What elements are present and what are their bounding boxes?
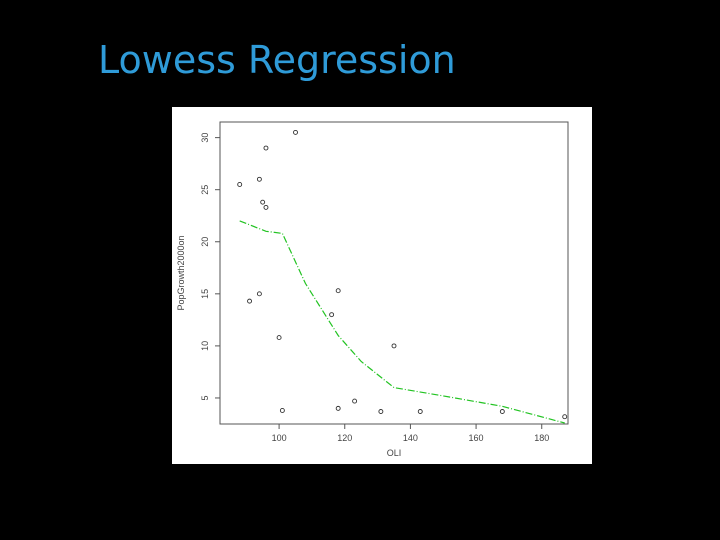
x-tick-label: 160 [469,433,484,443]
y-tick-label: 25 [200,185,210,195]
y-axis-group: 5 10 15 20 25 30 [200,133,220,400]
data-point [335,405,341,411]
data-point [499,409,505,414]
data-point [293,129,298,135]
data-point [256,176,262,182]
lowess-line [239,220,565,424]
x-tick-label: 120 [337,433,352,443]
x-tick-label: 180 [534,433,549,443]
x-tick-label: 140 [403,433,418,443]
chart-svg: 100 120 140 160 180 5 10 15 20 25 30 OLI PopGrowt… [176,121,569,458]
lowess-line-group [239,220,565,424]
data-point [417,409,423,414]
data-point [391,343,397,349]
data-points-group [237,129,568,420]
data-point [256,291,262,297]
y-tick-label: 15 [200,289,210,299]
data-point [263,145,269,151]
plot-box [219,121,569,425]
x-tick-label: 100 [272,433,287,443]
data-point [329,312,335,318]
plot-frame [219,121,569,425]
y-tick-label: 10 [200,341,210,351]
x-axis-group: 100 120 140 160 180 [272,424,549,443]
lowess-chart: 100 120 140 160 180 5 10 15 20 25 30 OLI PopGrowt… [172,107,592,464]
data-point [378,409,384,414]
y-tick-label: 20 [200,237,210,247]
data-point [562,414,568,420]
data-point [237,182,243,187]
data-point [247,298,252,304]
data-point [276,335,282,341]
data-point [352,398,358,404]
y-axis-label: PopGrowth2000on [176,235,186,310]
data-point [279,408,285,413]
data-point [263,204,269,210]
data-point [260,199,266,205]
x-axis-label: OLI [387,448,402,458]
slide-title: Lowess Regression [98,38,456,82]
y-tick-label: 30 [200,133,210,143]
data-point [335,288,341,294]
y-tick-label: 5 [200,395,210,400]
